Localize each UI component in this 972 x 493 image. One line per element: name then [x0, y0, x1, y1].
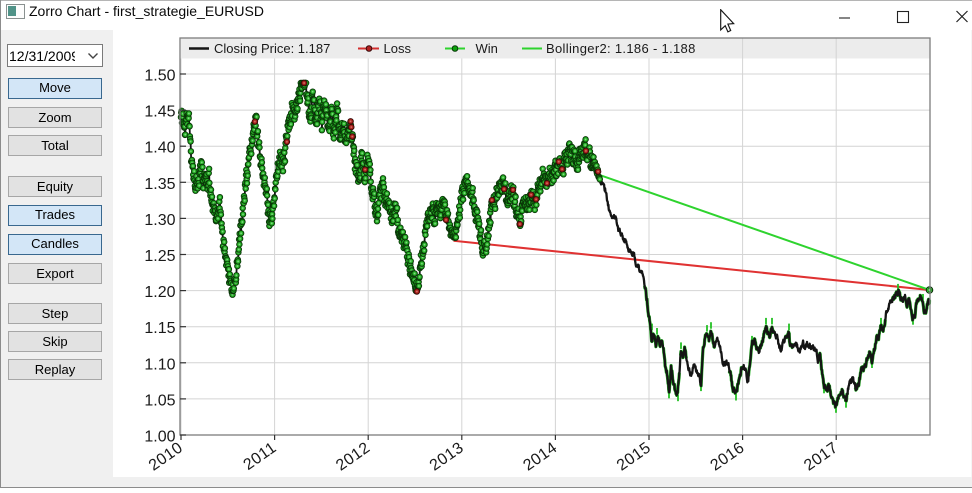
svg-text:1.05: 1.05 [144, 392, 175, 409]
svg-text:1.50: 1.50 [144, 68, 175, 85]
svg-text:Bollinger2: 1.186 - 1.188: Bollinger2: 1.186 - 1.188 [546, 41, 696, 56]
svg-text:1.15: 1.15 [144, 320, 175, 337]
svg-text:1.40: 1.40 [144, 140, 175, 157]
svg-text:1.20: 1.20 [144, 284, 175, 301]
svg-text:1.10: 1.10 [144, 356, 175, 373]
svg-text:1.00: 1.00 [144, 429, 175, 446]
svg-text:1.45: 1.45 [144, 104, 175, 121]
svg-text:Loss: Loss [384, 41, 412, 56]
svg-text:1.35: 1.35 [144, 176, 175, 193]
svg-text:Closing Price: 1.187: Closing Price: 1.187 [214, 41, 330, 56]
svg-text:1.25: 1.25 [144, 248, 175, 265]
svg-text:Win: Win [476, 41, 498, 56]
svg-text:1.30: 1.30 [144, 212, 175, 229]
